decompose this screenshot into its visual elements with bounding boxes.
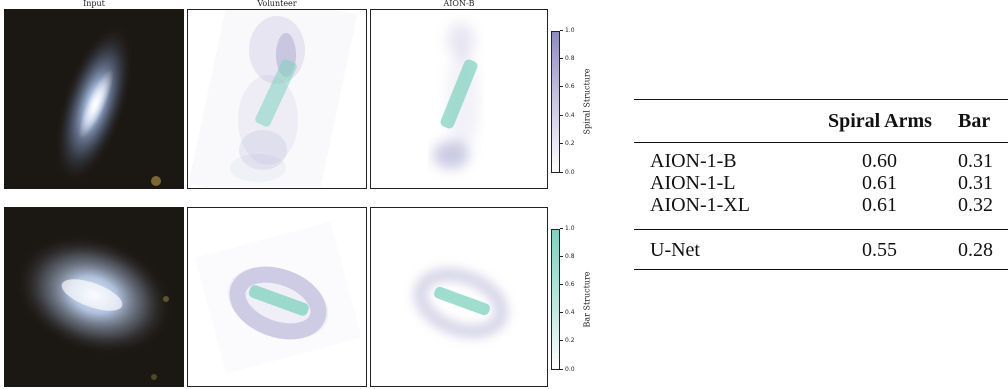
table-cell-model: AION-1-B (650, 150, 737, 172)
aion-b-bar-prediction (370, 207, 548, 387)
table-header-rule (634, 142, 1008, 143)
colorbar-bar-structure (551, 229, 560, 370)
tick-label: 1.0 (565, 225, 575, 232)
column-title-volunteer: Volunteer (257, 0, 297, 8)
table-cell-spiral: 0.55 (862, 239, 897, 261)
input-galaxy-image-spiral (4, 9, 184, 189)
column-title-input: Input (83, 0, 105, 8)
table-cell-spiral: 0.61 (862, 194, 897, 216)
table-bottom-rule (634, 269, 1008, 270)
table-cell-model: AION-1-L (650, 172, 736, 194)
table-cell-model: U-Net (650, 239, 700, 261)
colorbar-label-spiral: Spiral Structure (582, 68, 592, 135)
colorbar-ticks-spiral: 1.0 0.8 0.6 0.4 0.2 0.0 (560, 27, 600, 177)
volunteer-spiral-mask (187, 9, 367, 189)
tick-label: 0.0 (565, 366, 575, 373)
tick-label: 0.0 (565, 169, 575, 176)
tick-label: 1.0 (565, 27, 575, 34)
tick-label: 0.8 (565, 55, 575, 62)
colorbar-spiral-structure (551, 31, 560, 173)
table-cell-model: AION-1-XL (650, 194, 750, 216)
table-cell-bar: 0.31 (958, 172, 993, 194)
tick-label: 0.2 (565, 337, 575, 344)
table-cell-bar: 0.28 (958, 239, 993, 261)
table-header-spiral-arms: Spiral Arms (828, 110, 932, 132)
tick-label: 0.2 (565, 140, 575, 147)
column-title-aion-b: AION-B (443, 0, 475, 8)
tick-label: 0.8 (565, 253, 575, 260)
input-galaxy-image-bar (4, 207, 184, 387)
volunteer-bar-mask (187, 207, 367, 387)
aion-b-spiral-prediction (370, 9, 548, 189)
tick-label: 0.4 (565, 309, 575, 316)
table-cell-bar: 0.32 (958, 194, 993, 216)
table-mid-rule (634, 229, 1008, 230)
colorbar-label-bar: Bar Structure (582, 271, 592, 328)
table-cell-spiral: 0.61 (862, 172, 897, 194)
colorbar-ticks-bar: 1.0 0.8 0.6 0.4 0.2 0.0 (560, 225, 600, 375)
table-top-rule (634, 99, 1008, 100)
table-cell-spiral: 0.60 (862, 150, 897, 172)
tick-label: 0.6 (565, 281, 575, 288)
table-cell-bar: 0.31 (958, 150, 993, 172)
table-header-bar: Bar (958, 110, 991, 132)
tick-label: 0.6 (565, 83, 575, 90)
tick-label: 0.4 (565, 112, 575, 119)
